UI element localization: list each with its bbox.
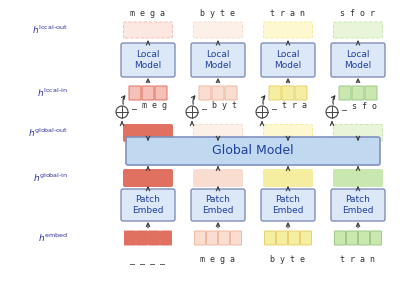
FancyBboxPatch shape <box>191 189 245 221</box>
Text: b y t e: b y t e <box>200 8 236 17</box>
FancyBboxPatch shape <box>126 137 380 165</box>
FancyBboxPatch shape <box>124 231 136 245</box>
FancyBboxPatch shape <box>276 231 288 245</box>
Text: m e g a: m e g a <box>200 256 236 265</box>
FancyBboxPatch shape <box>261 43 315 77</box>
FancyBboxPatch shape <box>124 169 172 187</box>
Text: Patch
Embed: Patch Embed <box>202 195 234 215</box>
Text: _ b y t: _ b y t <box>202 101 238 110</box>
FancyBboxPatch shape <box>225 86 237 100</box>
FancyBboxPatch shape <box>334 124 382 142</box>
Text: $h^{\mathsf{embed}}$: $h^{\mathsf{embed}}$ <box>38 232 68 244</box>
Text: Local
Model: Local Model <box>204 50 232 70</box>
Text: t r a n: t r a n <box>340 256 376 265</box>
Text: Local
Model: Local Model <box>344 50 372 70</box>
FancyBboxPatch shape <box>160 231 172 245</box>
FancyBboxPatch shape <box>331 189 385 221</box>
FancyBboxPatch shape <box>300 231 312 245</box>
FancyBboxPatch shape <box>194 124 242 142</box>
Text: $h^{\mathsf{local\text{-}out}}$: $h^{\mathsf{local\text{-}out}}$ <box>32 24 68 36</box>
FancyBboxPatch shape <box>295 86 307 100</box>
Text: Patch
Embed: Patch Embed <box>272 195 304 215</box>
FancyBboxPatch shape <box>346 231 358 245</box>
FancyBboxPatch shape <box>261 189 315 221</box>
FancyBboxPatch shape <box>365 86 377 100</box>
Text: _ _ _ _: _ _ _ _ <box>130 256 166 265</box>
FancyBboxPatch shape <box>136 231 148 245</box>
Text: t r a n: t r a n <box>270 8 306 17</box>
FancyBboxPatch shape <box>269 86 281 100</box>
FancyBboxPatch shape <box>194 22 242 38</box>
FancyBboxPatch shape <box>352 86 364 100</box>
Text: Global Model: Global Model <box>212 145 294 158</box>
FancyBboxPatch shape <box>124 124 172 142</box>
FancyBboxPatch shape <box>230 231 242 245</box>
FancyBboxPatch shape <box>264 231 276 245</box>
FancyBboxPatch shape <box>370 231 382 245</box>
Text: $h^{\mathsf{global\text{-}in}}$: $h^{\mathsf{global\text{-}in}}$ <box>33 172 68 184</box>
Text: Patch
Embed: Patch Embed <box>132 195 164 215</box>
FancyBboxPatch shape <box>264 124 312 142</box>
FancyBboxPatch shape <box>121 189 175 221</box>
FancyBboxPatch shape <box>339 86 351 100</box>
FancyBboxPatch shape <box>288 231 300 245</box>
FancyBboxPatch shape <box>206 231 218 245</box>
Text: s f o r: s f o r <box>340 8 376 17</box>
Text: Local
Model: Local Model <box>274 50 302 70</box>
FancyBboxPatch shape <box>142 86 154 100</box>
FancyBboxPatch shape <box>194 231 206 245</box>
Text: _ m e g: _ m e g <box>132 101 168 110</box>
FancyBboxPatch shape <box>282 86 294 100</box>
FancyBboxPatch shape <box>358 231 370 245</box>
FancyBboxPatch shape <box>194 169 242 187</box>
FancyBboxPatch shape <box>334 169 382 187</box>
FancyBboxPatch shape <box>218 231 230 245</box>
FancyBboxPatch shape <box>124 22 172 38</box>
Text: $h^{\mathsf{global\text{-}out}}$: $h^{\mathsf{global\text{-}out}}$ <box>28 127 68 139</box>
FancyBboxPatch shape <box>121 43 175 77</box>
Text: $h^{\mathsf{local\text{-}in}}$: $h^{\mathsf{local\text{-}in}}$ <box>37 87 68 99</box>
FancyBboxPatch shape <box>148 231 160 245</box>
FancyBboxPatch shape <box>264 169 312 187</box>
FancyBboxPatch shape <box>212 86 224 100</box>
FancyBboxPatch shape <box>129 86 141 100</box>
FancyBboxPatch shape <box>331 43 385 77</box>
FancyBboxPatch shape <box>199 86 211 100</box>
FancyBboxPatch shape <box>191 43 245 77</box>
FancyBboxPatch shape <box>334 231 346 245</box>
Text: Local
Model: Local Model <box>134 50 162 70</box>
Text: Patch
Embed: Patch Embed <box>342 195 374 215</box>
FancyBboxPatch shape <box>155 86 167 100</box>
Text: b y t e: b y t e <box>270 256 306 265</box>
FancyBboxPatch shape <box>264 22 312 38</box>
Text: _ t r a: _ t r a <box>272 101 308 110</box>
Text: _ s f o: _ s f o <box>342 101 378 110</box>
FancyBboxPatch shape <box>334 22 382 38</box>
Text: m e g a: m e g a <box>130 8 166 17</box>
